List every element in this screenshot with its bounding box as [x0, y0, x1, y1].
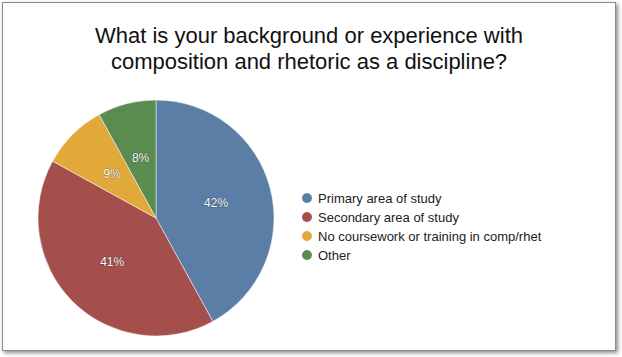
svg-text:composition and rhetoric as a: composition and rhetoric as a discipline… [111, 49, 507, 74]
svg-text:Primary area of study: Primary area of study [318, 191, 442, 206]
svg-text:What is your background or exp: What is your background or experience wi… [95, 23, 523, 48]
svg-text:41%: 41% [100, 255, 124, 269]
svg-text:Other: Other [318, 248, 351, 263]
svg-text:Secondary area of study: Secondary area of study [318, 210, 459, 225]
svg-text:42%: 42% [204, 196, 228, 210]
svg-text:No coursework or training in c: No coursework or training in comp/rhet [318, 229, 542, 244]
svg-text:8%: 8% [132, 151, 150, 165]
svg-text:9%: 9% [103, 167, 121, 181]
